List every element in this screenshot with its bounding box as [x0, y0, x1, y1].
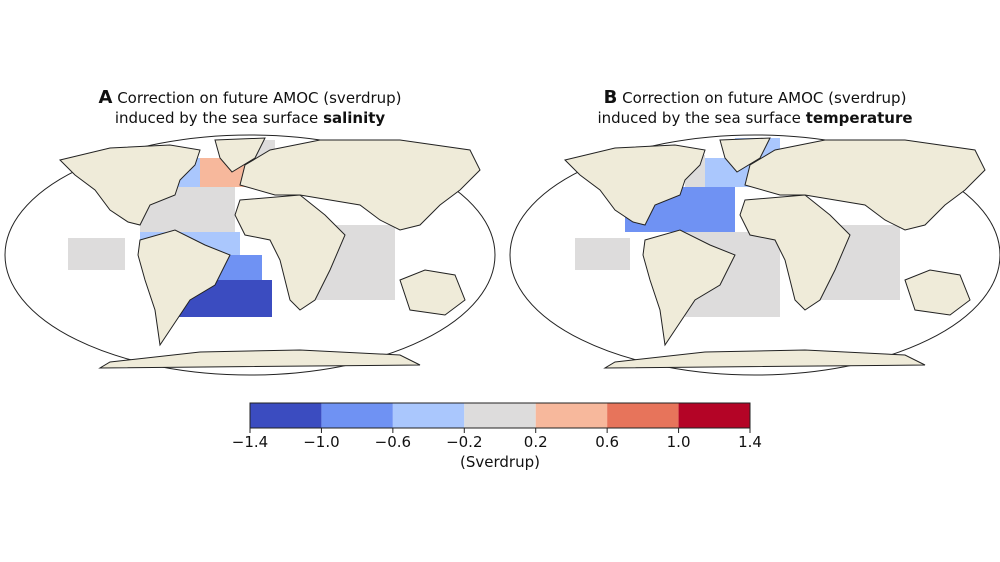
- tick-label: −1.0: [303, 433, 339, 451]
- panel-letter: B: [604, 87, 618, 108]
- tick-label: 0.2: [524, 433, 548, 451]
- title-line: Correction on future AMOC (sverdrup): [117, 89, 401, 107]
- colorbar-bin: [464, 403, 536, 428]
- panel-title: A Correction on future AMOC (sverdrup): [98, 87, 401, 108]
- title-bold: temperature: [806, 109, 913, 127]
- panel-subtitle: induced by the sea surface salinity: [115, 109, 386, 127]
- title-line: induced by the sea surface: [597, 109, 800, 127]
- title-line: induced by the sea surface: [115, 109, 318, 127]
- title-line: Correction on future AMOC (sverdrup): [622, 89, 906, 107]
- tick-label: 0.6: [595, 433, 619, 451]
- colorbar: −1.4 −1.0 −0.6 −0.2 0.2 0.6 1.0 1.4 (Sverdrup): [232, 402, 762, 471]
- colorbar-bin: [607, 403, 679, 428]
- colorbar-bin: [678, 403, 750, 428]
- colorbar-label: (Sverdrup): [460, 453, 540, 471]
- panel-subtitle: induced by the sea surface temperature: [597, 109, 912, 127]
- title-bold: salinity: [323, 109, 385, 127]
- tick-label: 1.4: [738, 433, 762, 451]
- panel-letter: A: [98, 87, 112, 108]
- region: [575, 238, 630, 270]
- colorbar-bin: [535, 403, 608, 428]
- panel-a: A Correction on future AMOC (sverdrup) i…: [4, 87, 496, 376]
- panel-title: B Correction on future AMOC (sverdrup): [604, 87, 907, 108]
- colorbar-frame: [249, 402, 751, 429]
- tick-label: 1.0: [667, 433, 691, 451]
- tick-label: −1.4: [232, 433, 268, 451]
- region: [68, 238, 125, 270]
- tick-label: −0.6: [375, 433, 411, 451]
- colorbar-bin: [321, 403, 393, 428]
- colorbar-bin: [392, 403, 465, 428]
- colorbar-bin: [250, 403, 322, 428]
- tick-label: −0.2: [446, 433, 482, 451]
- panel-b: B Correction on future AMOC (sverdrup) i…: [509, 87, 1000, 376]
